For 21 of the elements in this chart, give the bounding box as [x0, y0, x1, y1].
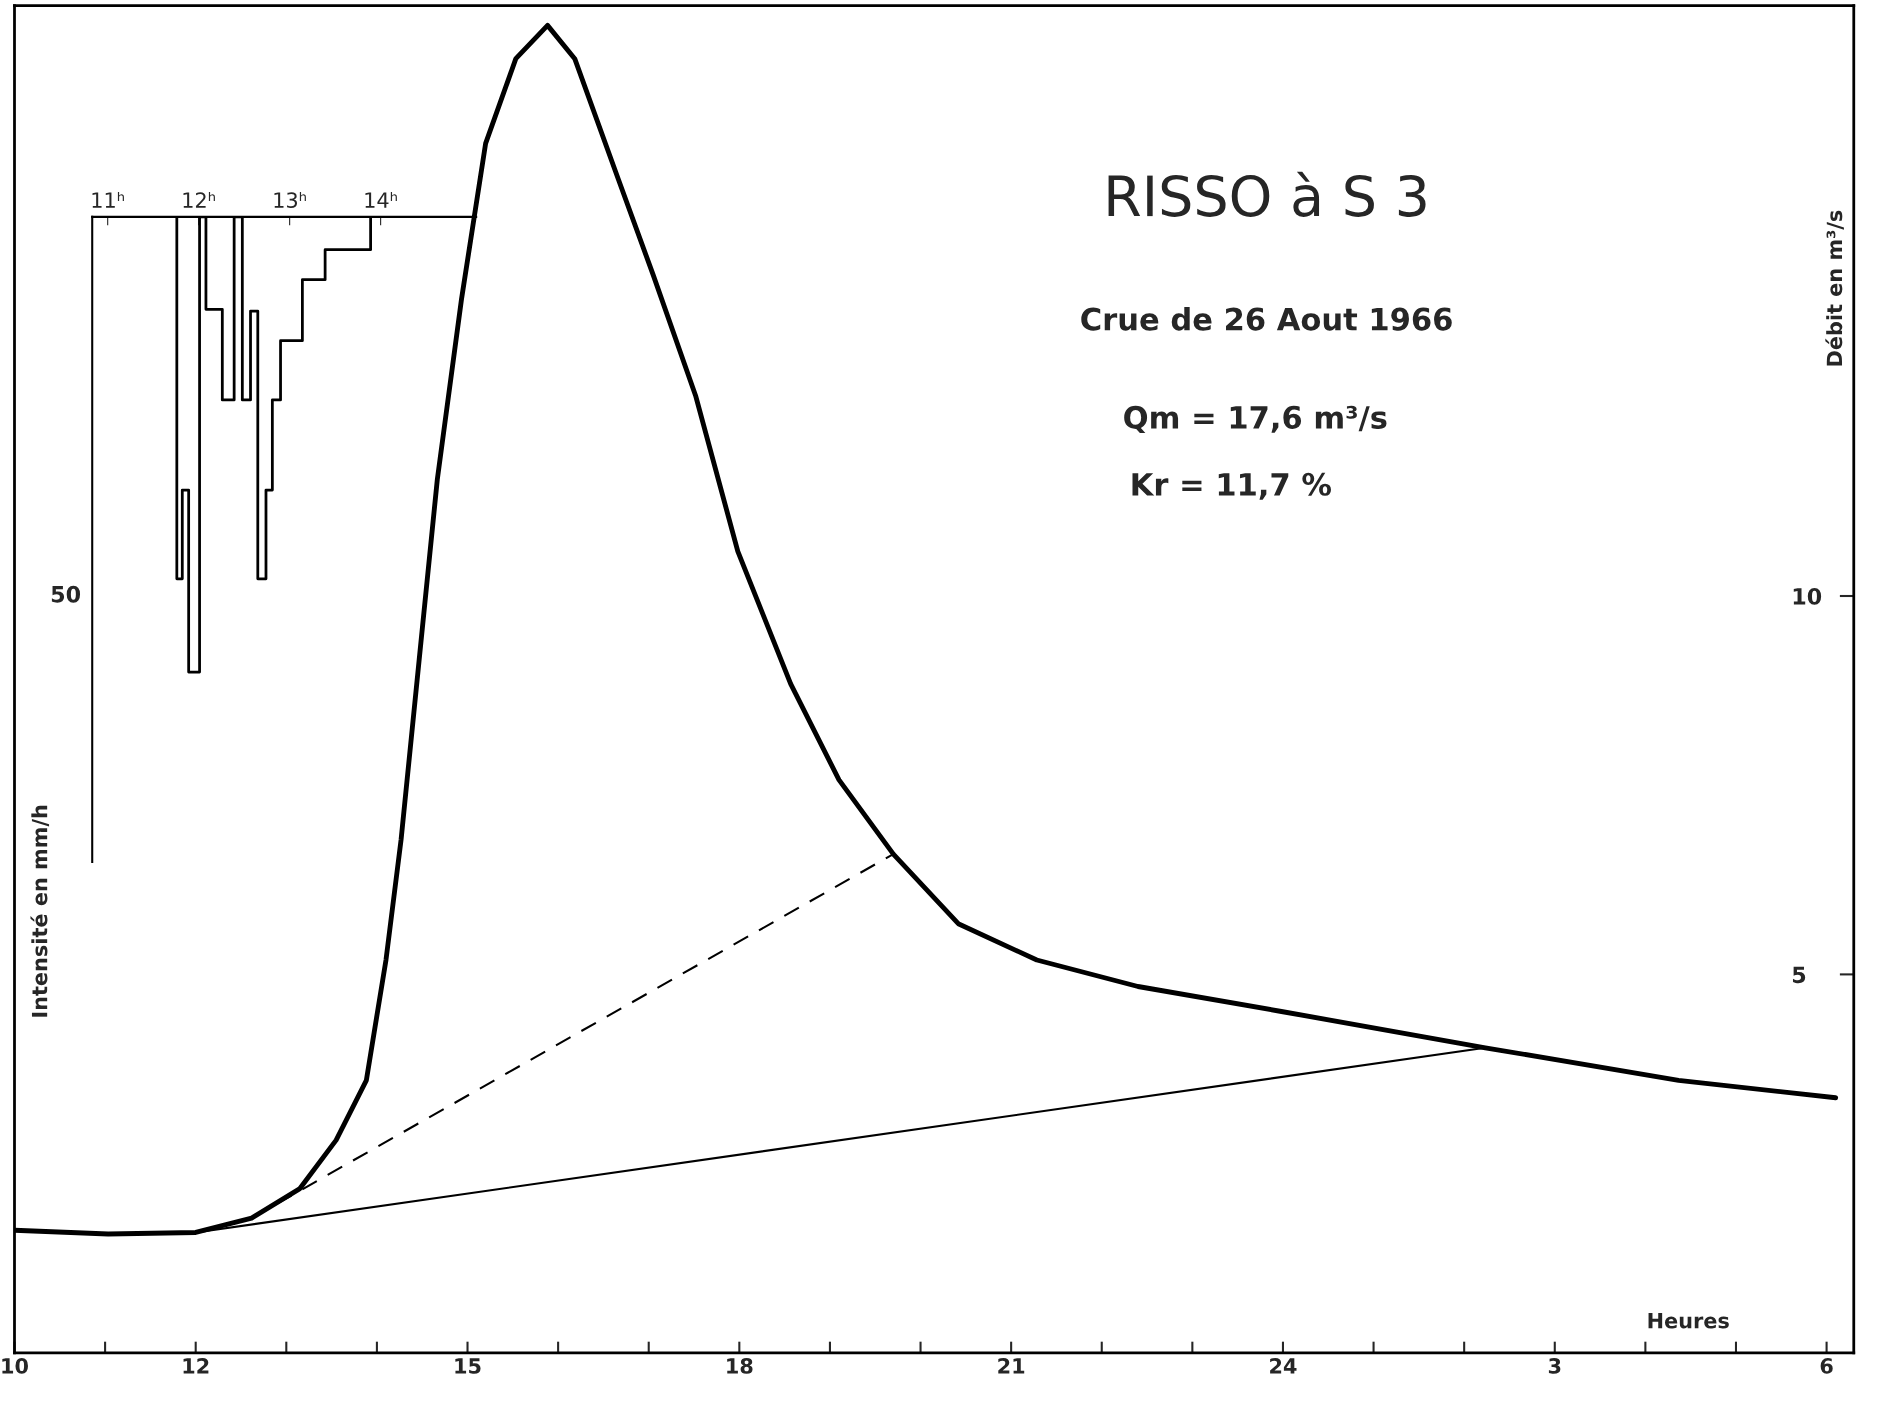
y-tick-label: 5 [1792, 966, 1806, 984]
x-tick-label: 18 [727, 1358, 753, 1374]
x-tick-label: 13ʰ [274, 192, 306, 208]
y-axis-title: Débit en m³/s [1825, 210, 1844, 366]
x-tick-label: 11ʰ [92, 192, 124, 208]
x-tick-label: 6 [1820, 1358, 1833, 1374]
annotation: Intensité en mm/h [30, 805, 50, 1017]
annotation: 50 [51, 585, 81, 603]
x-tick-label: 14ʰ [365, 192, 397, 208]
x-tick-label: 12 [183, 1358, 209, 1374]
x-tick-label: 24 [1270, 1358, 1297, 1374]
x-axis-title: Heures [1648, 1313, 1729, 1329]
x-tick-label: 21 [998, 1358, 1025, 1374]
annotation: Kr = 11,7 % [1132, 472, 1331, 500]
x-tick-label: 15 [455, 1358, 481, 1374]
text: Crue de 26 Aout 1966 [1081, 307, 1452, 331]
x-tick-label: 3 [1548, 1358, 1561, 1374]
text: RISSO à S 3 [1108, 171, 1426, 217]
x-tick-label: 10 [2, 1358, 28, 1374]
annotation: Qm = 17,6 m³/s [1124, 405, 1387, 433]
x-tick-label: 12ʰ [183, 192, 215, 208]
